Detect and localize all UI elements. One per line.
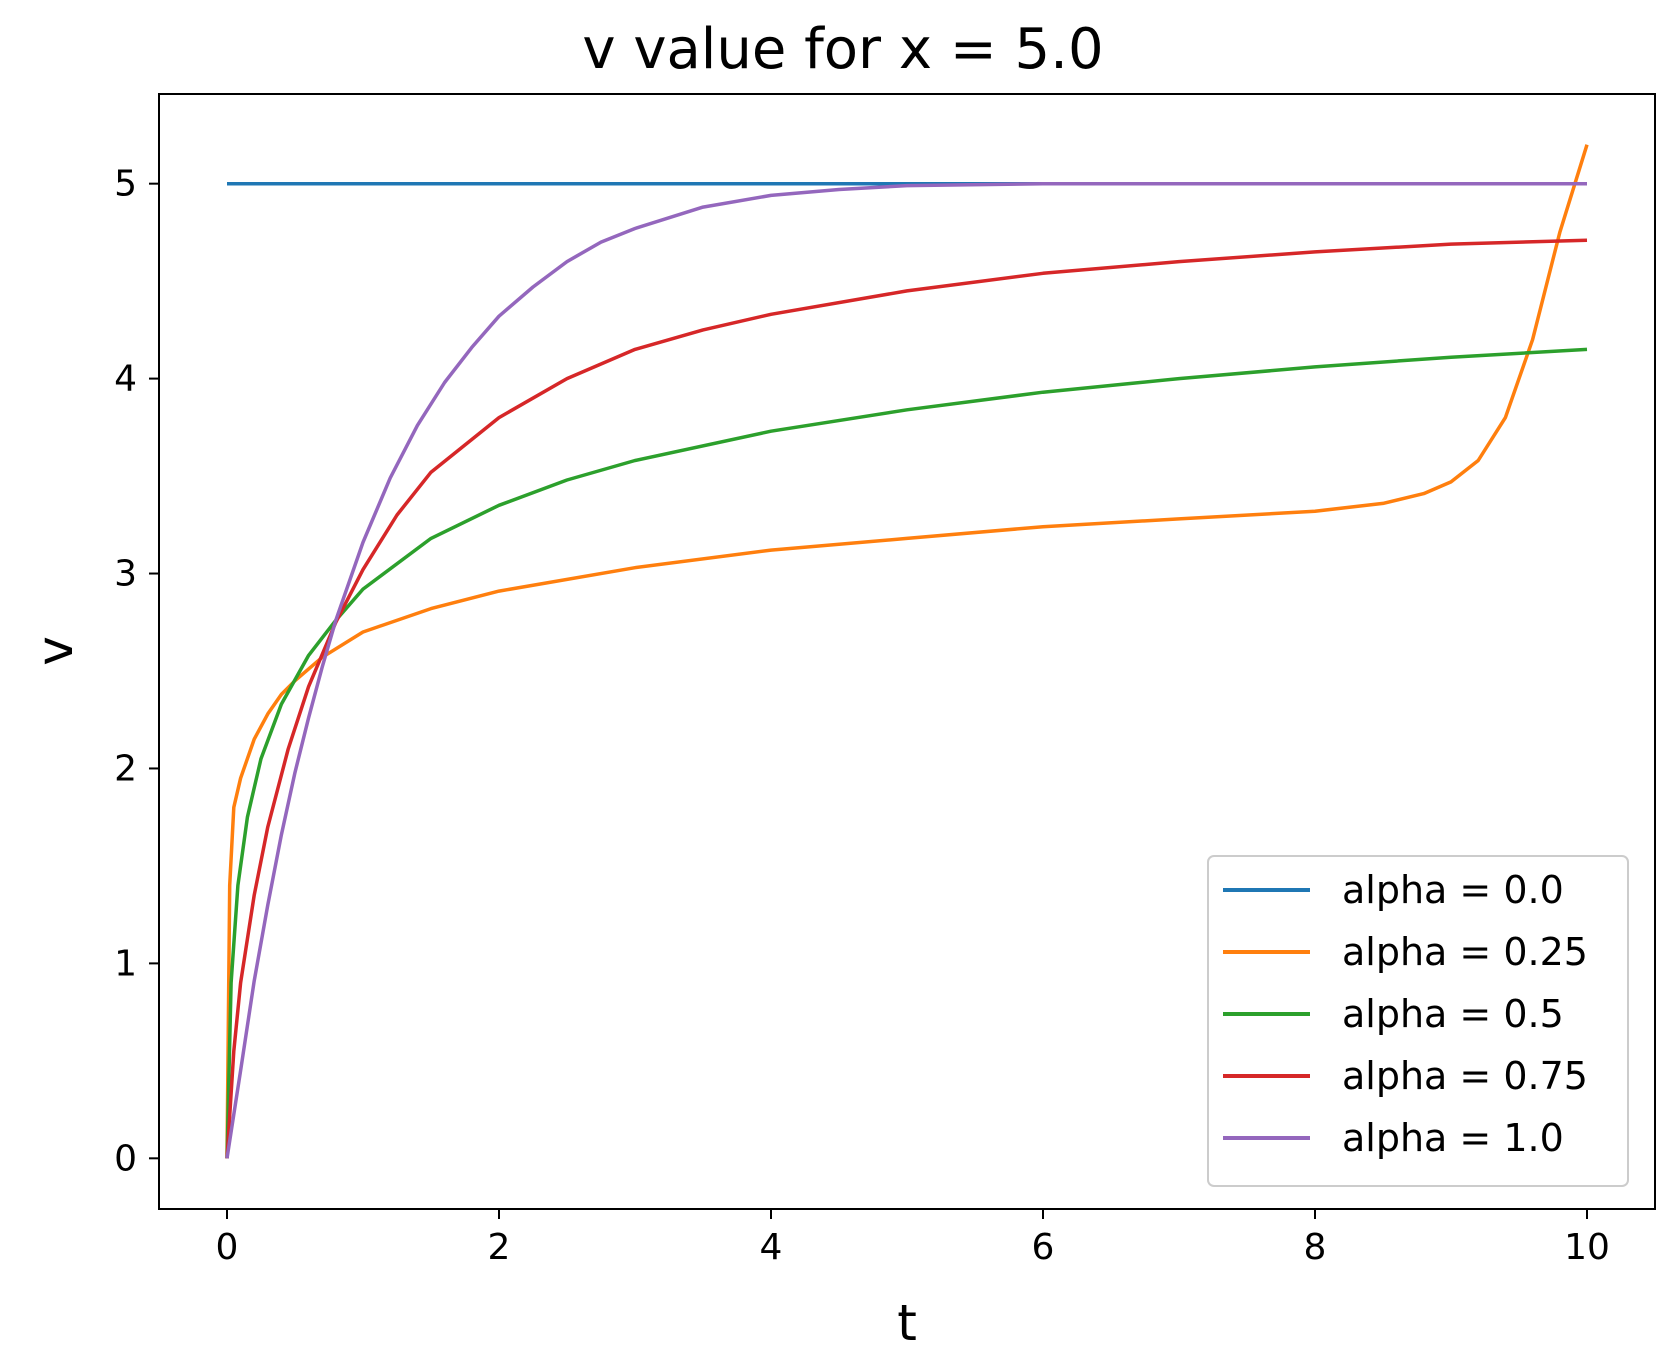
x-tick-label: 0 xyxy=(216,1227,239,1268)
legend-label-0: alpha = 0.0 xyxy=(1342,868,1564,912)
legend-box xyxy=(1207,855,1629,1187)
legend-label-1: alpha = 0.25 xyxy=(1342,930,1588,974)
y-tick-label: 5 xyxy=(114,164,137,205)
y-tick-label: 0 xyxy=(114,1138,137,1179)
series-line-3 xyxy=(225,238,1588,1159)
series-line-4 xyxy=(225,181,1587,1159)
x-tick-label: 2 xyxy=(488,1227,511,1268)
y-tick-label: 3 xyxy=(114,554,137,595)
plot-frame xyxy=(158,93,1656,1210)
x-axis: 0 2 4 6 8 10 xyxy=(216,1209,1610,1268)
legend-label-3: alpha = 0.75 xyxy=(1342,1054,1588,1098)
x-tick-label: 6 xyxy=(1032,1227,1055,1268)
x-tick-label: 10 xyxy=(1564,1227,1610,1268)
chart-title: v value for x = 5.0 xyxy=(582,17,1103,82)
legend-label-2: alpha = 0.5 xyxy=(1342,992,1564,1036)
y-tick-label: 4 xyxy=(114,359,137,400)
y-axis-label: v xyxy=(26,636,84,666)
y-axis: 0 1 2 3 4 5 xyxy=(114,164,159,1179)
y-tick-label: 2 xyxy=(114,748,137,789)
x-axis-label: t xyxy=(897,1294,917,1352)
series-line-1 xyxy=(225,144,1589,1159)
x-tick-label: 4 xyxy=(760,1227,783,1268)
legend-label-4: alpha = 1.0 xyxy=(1342,1116,1564,1160)
x-tick-label: 8 xyxy=(1304,1227,1327,1268)
legend: alpha = 0.0 alpha = 0.25 alpha = 0.5 alpha … xyxy=(1207,855,1629,1187)
series-line-2 xyxy=(225,347,1588,1159)
series-layer xyxy=(225,144,1589,1159)
y-tick-label: 1 xyxy=(114,943,137,984)
